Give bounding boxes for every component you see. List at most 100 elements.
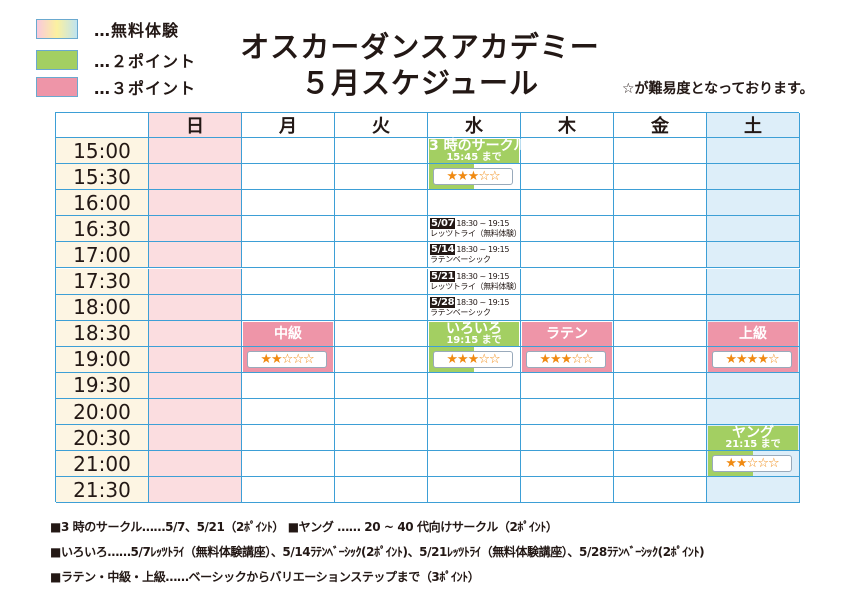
slot-cell[interactable] xyxy=(614,451,707,478)
slot-cell[interactable] xyxy=(149,190,242,217)
slot-cell[interactable] xyxy=(335,477,428,504)
class-block[interactable]: 上級 xyxy=(708,321,798,346)
page-title: オスカーダンスアカデミー xyxy=(240,30,600,64)
slot-cell[interactable] xyxy=(242,477,335,504)
slot-cell[interactable] xyxy=(335,216,428,243)
slot-cell[interactable] xyxy=(707,372,800,399)
slot-cell[interactable] xyxy=(521,242,614,269)
time-label: 19:00 xyxy=(56,346,149,373)
slot-cell[interactable] xyxy=(149,242,242,269)
class-block[interactable]: 中級 xyxy=(243,321,333,346)
slot-cell[interactable] xyxy=(428,190,521,217)
slot-cell[interactable] xyxy=(242,190,335,217)
slot-cell[interactable] xyxy=(614,138,707,165)
slot-cell[interactable] xyxy=(242,138,335,165)
slot-cell[interactable] xyxy=(428,451,521,478)
slot-cell[interactable] xyxy=(335,268,428,295)
slot-cell[interactable] xyxy=(149,477,242,504)
slot-cell[interactable] xyxy=(242,164,335,191)
slot-cell[interactable] xyxy=(614,164,707,191)
slot-cell[interactable] xyxy=(335,451,428,478)
slot-cell[interactable] xyxy=(335,164,428,191)
slot-cell[interactable] xyxy=(335,372,428,399)
slot-cell[interactable] xyxy=(614,399,707,426)
slot-cell[interactable] xyxy=(335,399,428,426)
slot-cell[interactable] xyxy=(149,451,242,478)
slot-cell[interactable] xyxy=(707,190,800,217)
slot-cell[interactable] xyxy=(521,190,614,217)
slot-cell[interactable] xyxy=(149,346,242,373)
slot-cell[interactable] xyxy=(149,216,242,243)
slot-cell[interactable] xyxy=(614,242,707,269)
slot-cell[interactable] xyxy=(428,399,521,426)
slot-cell[interactable] xyxy=(242,242,335,269)
slot-cell[interactable] xyxy=(335,294,428,321)
slot-cell[interactable] xyxy=(707,216,800,243)
slot-cell[interactable] xyxy=(149,425,242,452)
slot-cell[interactable] xyxy=(335,242,428,269)
slot-cell[interactable] xyxy=(428,425,521,452)
slot-cell[interactable] xyxy=(335,320,428,347)
slot-cell[interactable] xyxy=(614,346,707,373)
class-title: 中級 xyxy=(274,325,302,342)
class-block[interactable]: ラテン xyxy=(522,321,612,346)
slot-cell[interactable] xyxy=(242,294,335,321)
slot-cell[interactable] xyxy=(242,268,335,295)
slot-cell[interactable] xyxy=(521,477,614,504)
slot-cell[interactable] xyxy=(149,320,242,347)
slot-cell[interactable] xyxy=(149,399,242,426)
slot-cell[interactable] xyxy=(614,216,707,243)
slot-cell[interactable] xyxy=(335,190,428,217)
time-label: 20:00 xyxy=(56,399,149,426)
slot-cell[interactable] xyxy=(149,268,242,295)
slot-cell[interactable] xyxy=(614,477,707,504)
slot-cell[interactable] xyxy=(428,372,521,399)
slot-cell[interactable] xyxy=(614,372,707,399)
slot-cell[interactable] xyxy=(707,399,800,426)
slot-cell[interactable] xyxy=(521,399,614,426)
day-header: 木 xyxy=(521,113,614,138)
slot-cell[interactable] xyxy=(428,216,521,243)
schedule-entry: 5/21 18:30 ~ 19:15 レッツトライ（無料体験） xyxy=(430,270,522,294)
slot-cell[interactable] xyxy=(242,372,335,399)
slot-cell[interactable] xyxy=(242,216,335,243)
slot-cell[interactable] xyxy=(521,294,614,321)
slot-cell[interactable] xyxy=(521,425,614,452)
day-header: 水 xyxy=(428,113,521,138)
slot-cell[interactable] xyxy=(707,477,800,504)
slot-cell[interactable] xyxy=(149,294,242,321)
slot-cell[interactable] xyxy=(614,268,707,295)
slot-cell[interactable] xyxy=(521,164,614,191)
slot-cell[interactable] xyxy=(335,346,428,373)
class-block[interactable]: 3 時のサークル 15:45 まで xyxy=(429,139,527,164)
slot-cell[interactable] xyxy=(335,425,428,452)
slot-cell[interactable] xyxy=(242,399,335,426)
slot-cell[interactable] xyxy=(521,372,614,399)
slot-cell[interactable] xyxy=(707,268,800,295)
footer-note-2: ■いろいろ……5/7ﾚｯﾂﾄﾗｲ（無料体験講座）、5/14ﾗﾃﾝﾍﾞｰｼｯｸ(2… xyxy=(50,545,705,559)
slot-cell[interactable] xyxy=(707,164,800,191)
class-block[interactable]: いろいろ 19:15 まで xyxy=(429,321,519,346)
slot-cell[interactable] xyxy=(614,425,707,452)
slot-cell[interactable] xyxy=(614,294,707,321)
slot-cell[interactable] xyxy=(521,268,614,295)
slot-cell[interactable] xyxy=(242,425,335,452)
slot-cell[interactable] xyxy=(149,372,242,399)
slot-cell[interactable] xyxy=(614,190,707,217)
slot-cell[interactable] xyxy=(149,164,242,191)
slot-cell[interactable] xyxy=(335,138,428,165)
slot-cell[interactable] xyxy=(428,477,521,504)
slot-cell[interactable] xyxy=(707,294,800,321)
legend-2-points: …２ポイント xyxy=(36,49,196,71)
slot-cell[interactable] xyxy=(242,451,335,478)
slot-cell[interactable] xyxy=(614,320,707,347)
slot-cell[interactable] xyxy=(149,138,242,165)
slot-cell[interactable] xyxy=(521,451,614,478)
slot-cell[interactable] xyxy=(521,216,614,243)
slot-cell[interactable] xyxy=(521,138,614,165)
slot-cell[interactable] xyxy=(707,138,800,165)
entry-name: レッツトライ（無料体験） xyxy=(430,229,522,239)
slot-cell[interactable] xyxy=(428,242,521,269)
class-block[interactable]: ヤング 21:15 まで xyxy=(708,426,798,451)
slot-cell[interactable] xyxy=(707,242,800,269)
